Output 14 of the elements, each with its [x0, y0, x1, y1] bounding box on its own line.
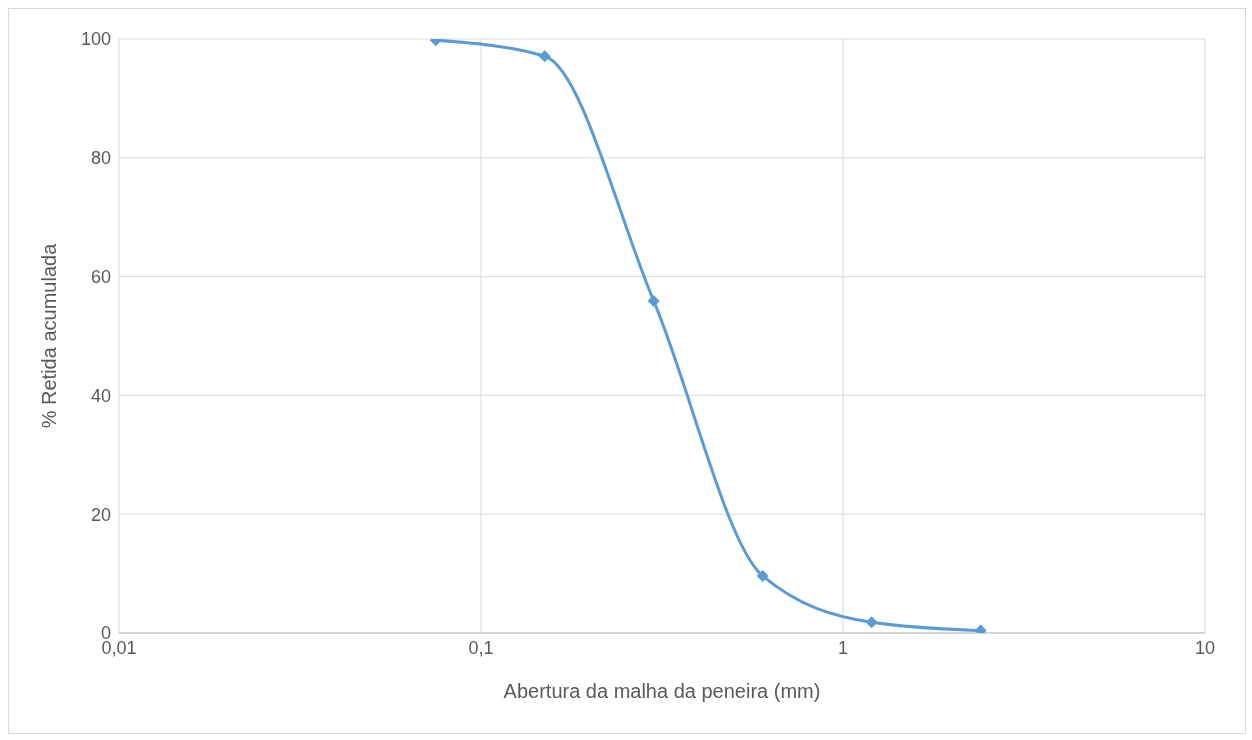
point: [647, 294, 660, 307]
point: [538, 50, 551, 63]
y-axis-title: % Retida acumulada: [38, 242, 61, 429]
point: [865, 616, 878, 629]
x-tick-label: 0,1: [468, 637, 494, 658]
y-tick-label: 40: [90, 385, 111, 406]
x-axis-title: Abertura da malha da peneira (mm): [503, 680, 821, 702]
x-tick-label: 1: [837, 637, 849, 658]
y-tick-label: 80: [90, 148, 111, 169]
x-tick-label: 10: [1194, 637, 1216, 658]
y-tick-label: 60: [90, 266, 111, 287]
y-tick-label: 20: [90, 504, 111, 525]
point: [756, 569, 769, 582]
y-tick-label: 100: [80, 29, 111, 50]
